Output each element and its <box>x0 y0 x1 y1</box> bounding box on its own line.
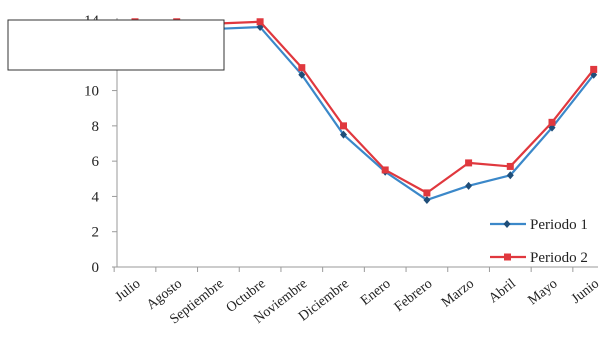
x-tick-label: Enero <box>358 276 394 308</box>
data-point <box>340 130 347 139</box>
legend: Periodo 1 Periodo 2 <box>490 217 588 266</box>
y-tick-label: 10 <box>84 84 99 100</box>
data-point <box>423 189 431 197</box>
x-tick-label: Junio <box>569 276 602 307</box>
data-point <box>423 195 431 204</box>
y-tick-label: 4 <box>92 189 100 205</box>
y-tick-label: 0 <box>92 260 100 276</box>
data-point <box>298 70 306 79</box>
overlay-box <box>7 19 225 71</box>
x-tick-label: Marzo <box>439 276 477 310</box>
y-tick-label: 6 <box>92 154 100 170</box>
legend-marker <box>504 253 511 261</box>
legend-label: Periodo 1 <box>530 217 588 233</box>
x-tick-label: Mayo <box>525 276 560 308</box>
data-point <box>465 181 473 190</box>
data-point <box>256 18 264 26</box>
data-point <box>590 65 598 73</box>
y-tick-label: 8 <box>92 119 100 135</box>
legend-label: Periodo 2 <box>530 250 588 266</box>
data-point <box>548 118 556 126</box>
legend-marker <box>503 220 511 228</box>
data-point <box>381 166 389 174</box>
data-point <box>506 162 514 170</box>
data-point <box>465 159 473 167</box>
y-tick-label: 2 <box>92 225 100 241</box>
data-point <box>340 122 347 130</box>
x-tick-label: Abril <box>486 276 519 306</box>
data-point <box>298 64 306 72</box>
data-point <box>506 171 514 180</box>
x-tick-label: Febrero <box>392 276 436 315</box>
x-tick-label: Julio <box>113 276 144 305</box>
